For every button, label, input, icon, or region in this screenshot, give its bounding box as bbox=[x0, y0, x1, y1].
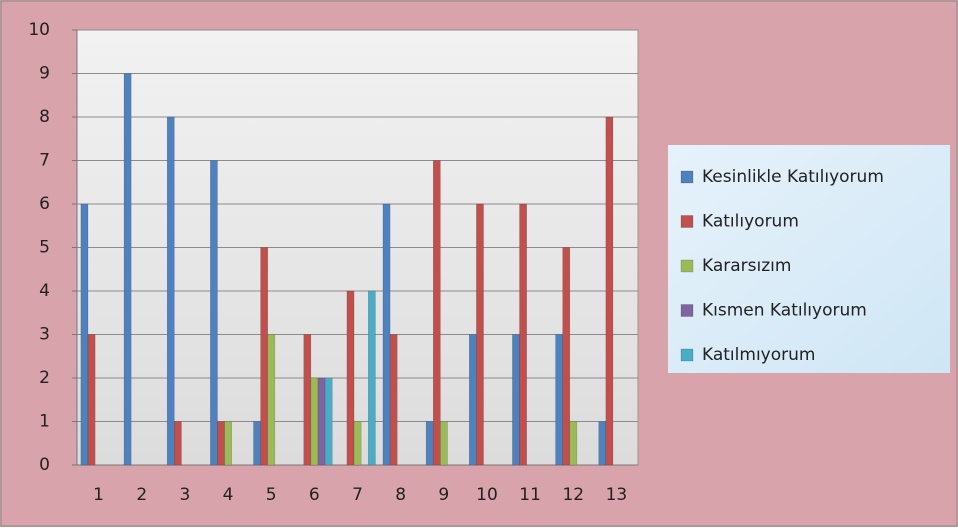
bar bbox=[469, 334, 477, 466]
x-tick-label: 13 bbox=[606, 485, 628, 505]
x-tick-label: 5 bbox=[266, 485, 277, 505]
legend-swatch bbox=[680, 304, 694, 317]
x-tick-label: 3 bbox=[179, 485, 190, 505]
bar bbox=[382, 203, 391, 466]
x-tick-label: 9 bbox=[438, 485, 449, 505]
y-tick-label: 10 bbox=[28, 20, 50, 40]
bar bbox=[210, 160, 218, 466]
bar bbox=[562, 247, 571, 466]
x-tick-label: 7 bbox=[352, 485, 363, 505]
y-tick-label: 3 bbox=[39, 325, 50, 345]
bar bbox=[519, 203, 527, 466]
bar bbox=[368, 290, 376, 466]
bar bbox=[253, 421, 261, 466]
x-tick-label: 4 bbox=[223, 485, 234, 505]
y-tick-label: 8 bbox=[39, 107, 50, 127]
bar bbox=[267, 334, 276, 466]
x-tick-label: 8 bbox=[395, 485, 406, 505]
bar bbox=[310, 377, 319, 466]
bar bbox=[389, 334, 398, 466]
legend-label: Kısmen Katılıyorum bbox=[702, 301, 867, 321]
y-tick-label: 7 bbox=[39, 151, 50, 171]
bar bbox=[476, 203, 484, 466]
y-tick-label: 5 bbox=[39, 238, 50, 258]
bar bbox=[346, 290, 355, 466]
legend-swatch bbox=[680, 259, 694, 273]
bar bbox=[512, 334, 520, 466]
bar bbox=[598, 421, 607, 466]
legend-swatch bbox=[680, 215, 694, 228]
legend-label: Katılmıyorum bbox=[702, 345, 815, 365]
legend-box bbox=[668, 145, 950, 373]
x-tick-label: 10 bbox=[476, 485, 498, 505]
legend-label: Kesinlikle Katılıyorum bbox=[702, 167, 884, 187]
y-tick-label: 6 bbox=[39, 194, 50, 214]
bar bbox=[569, 421, 578, 466]
legend-label: Kararsızım bbox=[702, 256, 791, 276]
x-tick-label: 12 bbox=[562, 485, 584, 505]
legend-swatch bbox=[680, 170, 694, 184]
y-tick-label: 2 bbox=[39, 368, 50, 388]
bar bbox=[217, 421, 225, 466]
y-tick-label: 9 bbox=[39, 64, 50, 84]
x-tick-label: 11 bbox=[519, 485, 541, 505]
bar bbox=[317, 377, 326, 466]
bar bbox=[224, 421, 232, 466]
bar bbox=[555, 334, 563, 466]
bar bbox=[353, 421, 362, 466]
x-tick-label: 6 bbox=[309, 485, 320, 505]
y-tick-label: 1 bbox=[39, 412, 50, 432]
y-tick-label: 4 bbox=[39, 281, 50, 301]
bar bbox=[440, 421, 448, 466]
bar bbox=[174, 421, 182, 466]
legend-label: Katılıyorum bbox=[702, 212, 799, 232]
bar bbox=[80, 203, 89, 466]
bar bbox=[260, 247, 268, 466]
x-tick-label: 2 bbox=[136, 485, 147, 505]
x-tick-label: 1 bbox=[93, 485, 104, 505]
bar bbox=[166, 116, 175, 466]
bar bbox=[303, 334, 312, 466]
legend-swatch bbox=[680, 348, 694, 362]
bar bbox=[425, 421, 434, 466]
bar bbox=[123, 73, 132, 466]
y-tick-label: 0 bbox=[39, 455, 50, 475]
bar bbox=[432, 160, 441, 466]
bar bbox=[324, 377, 333, 466]
bar bbox=[87, 334, 96, 466]
bar bbox=[605, 116, 614, 466]
